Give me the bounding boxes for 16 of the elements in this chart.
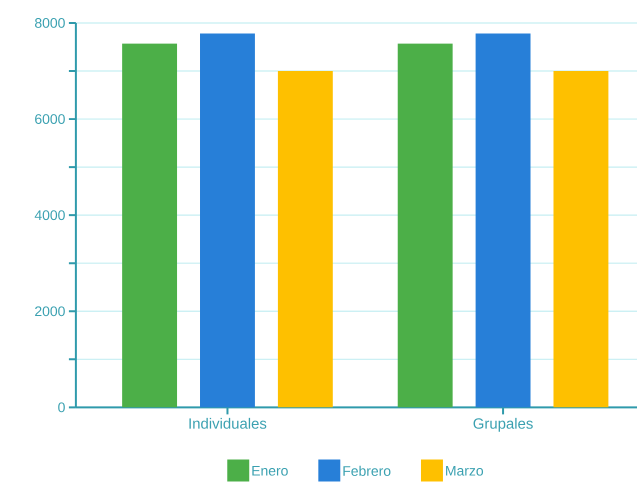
bar [278, 70, 333, 408]
y-tick-label: 6000 [35, 114, 65, 124]
x-tick-label: Individuales [189, 418, 266, 429]
y-tick-label: 8000 [35, 18, 65, 28]
x-tick-label: Grupales [474, 418, 533, 432]
bar [200, 33, 255, 408]
bar [122, 43, 178, 408]
bar [476, 33, 531, 408]
legend-label: Enero [252, 466, 288, 476]
bar [553, 70, 608, 408]
y-tick-label: 0 [58, 402, 65, 412]
bar [398, 43, 453, 408]
y-tick-label: 2000 [35, 306, 65, 316]
legend-label: Marzo [446, 466, 484, 476]
legend-label: Febrero [343, 465, 390, 476]
y-tick-label: 4000 [34, 210, 65, 220]
